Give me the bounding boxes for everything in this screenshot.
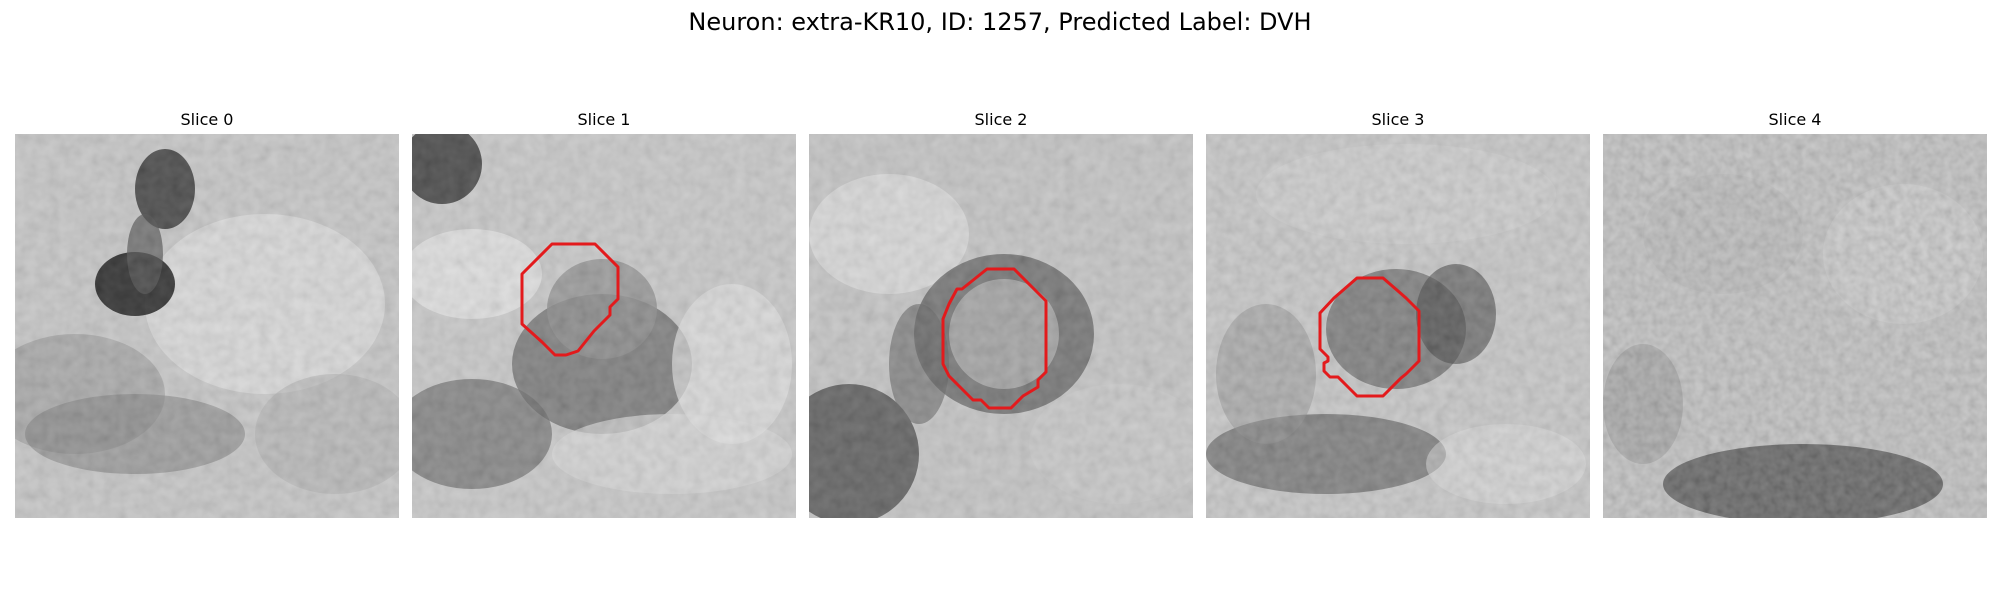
slice-title-0: Slice 0 [180, 110, 234, 129]
slice-image-3 [1206, 134, 1590, 518]
roi-outline-3 [1318, 276, 1421, 398]
slice-title-2: Slice 2 [974, 110, 1028, 129]
slice-image-4 [1603, 134, 1987, 518]
slice-title-3: Slice 3 [1371, 110, 1425, 129]
slice-image-0 [15, 134, 399, 518]
figure-title: Neuron: extra-KR10, ID: 1257, Predicted … [688, 8, 1312, 36]
roi-outline-2 [941, 267, 1048, 410]
roi-outline-1 [520, 242, 620, 357]
slice-image-2 [809, 134, 1193, 518]
slice-image-1 [412, 134, 796, 518]
slice-title-4: Slice 4 [1768, 110, 1822, 129]
slice-title-1: Slice 1 [577, 110, 631, 129]
